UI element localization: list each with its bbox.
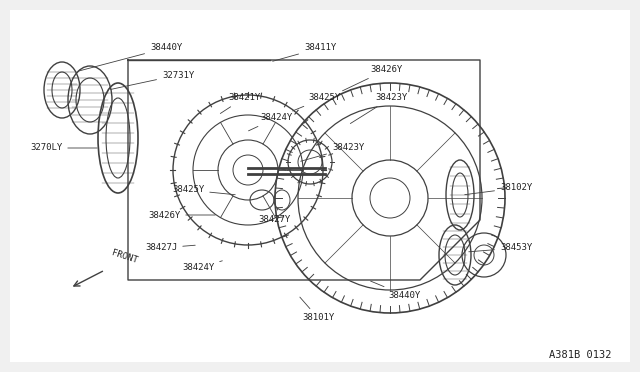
Text: 38426Y: 38426Y	[148, 211, 215, 219]
Text: 3270LY: 3270LY	[30, 144, 97, 153]
Text: 38425Y: 38425Y	[292, 93, 340, 111]
Text: 38426Y: 38426Y	[342, 65, 403, 91]
Text: 38411Y: 38411Y	[273, 44, 336, 61]
Text: 38427Y: 38427Y	[258, 208, 291, 224]
Text: A381B 0132: A381B 0132	[548, 350, 611, 360]
Text: FRONT: FRONT	[110, 248, 138, 265]
Text: 38424Y: 38424Y	[248, 113, 292, 131]
Text: 38102Y: 38102Y	[465, 183, 532, 195]
Text: 38424Y: 38424Y	[182, 261, 222, 273]
Text: 38453Y: 38453Y	[468, 244, 532, 253]
Text: 38423Y: 38423Y	[350, 93, 407, 124]
Text: 32731Y: 32731Y	[111, 71, 195, 89]
Text: 38440Y: 38440Y	[371, 281, 420, 299]
Text: 38440Y: 38440Y	[77, 44, 182, 71]
Text: 38421Y: 38421Y	[220, 93, 260, 113]
Text: 38427J: 38427J	[145, 244, 195, 253]
Text: 38423Y: 38423Y	[301, 144, 364, 161]
Text: 38425Y: 38425Y	[172, 186, 236, 195]
Text: 38101Y: 38101Y	[300, 297, 334, 323]
